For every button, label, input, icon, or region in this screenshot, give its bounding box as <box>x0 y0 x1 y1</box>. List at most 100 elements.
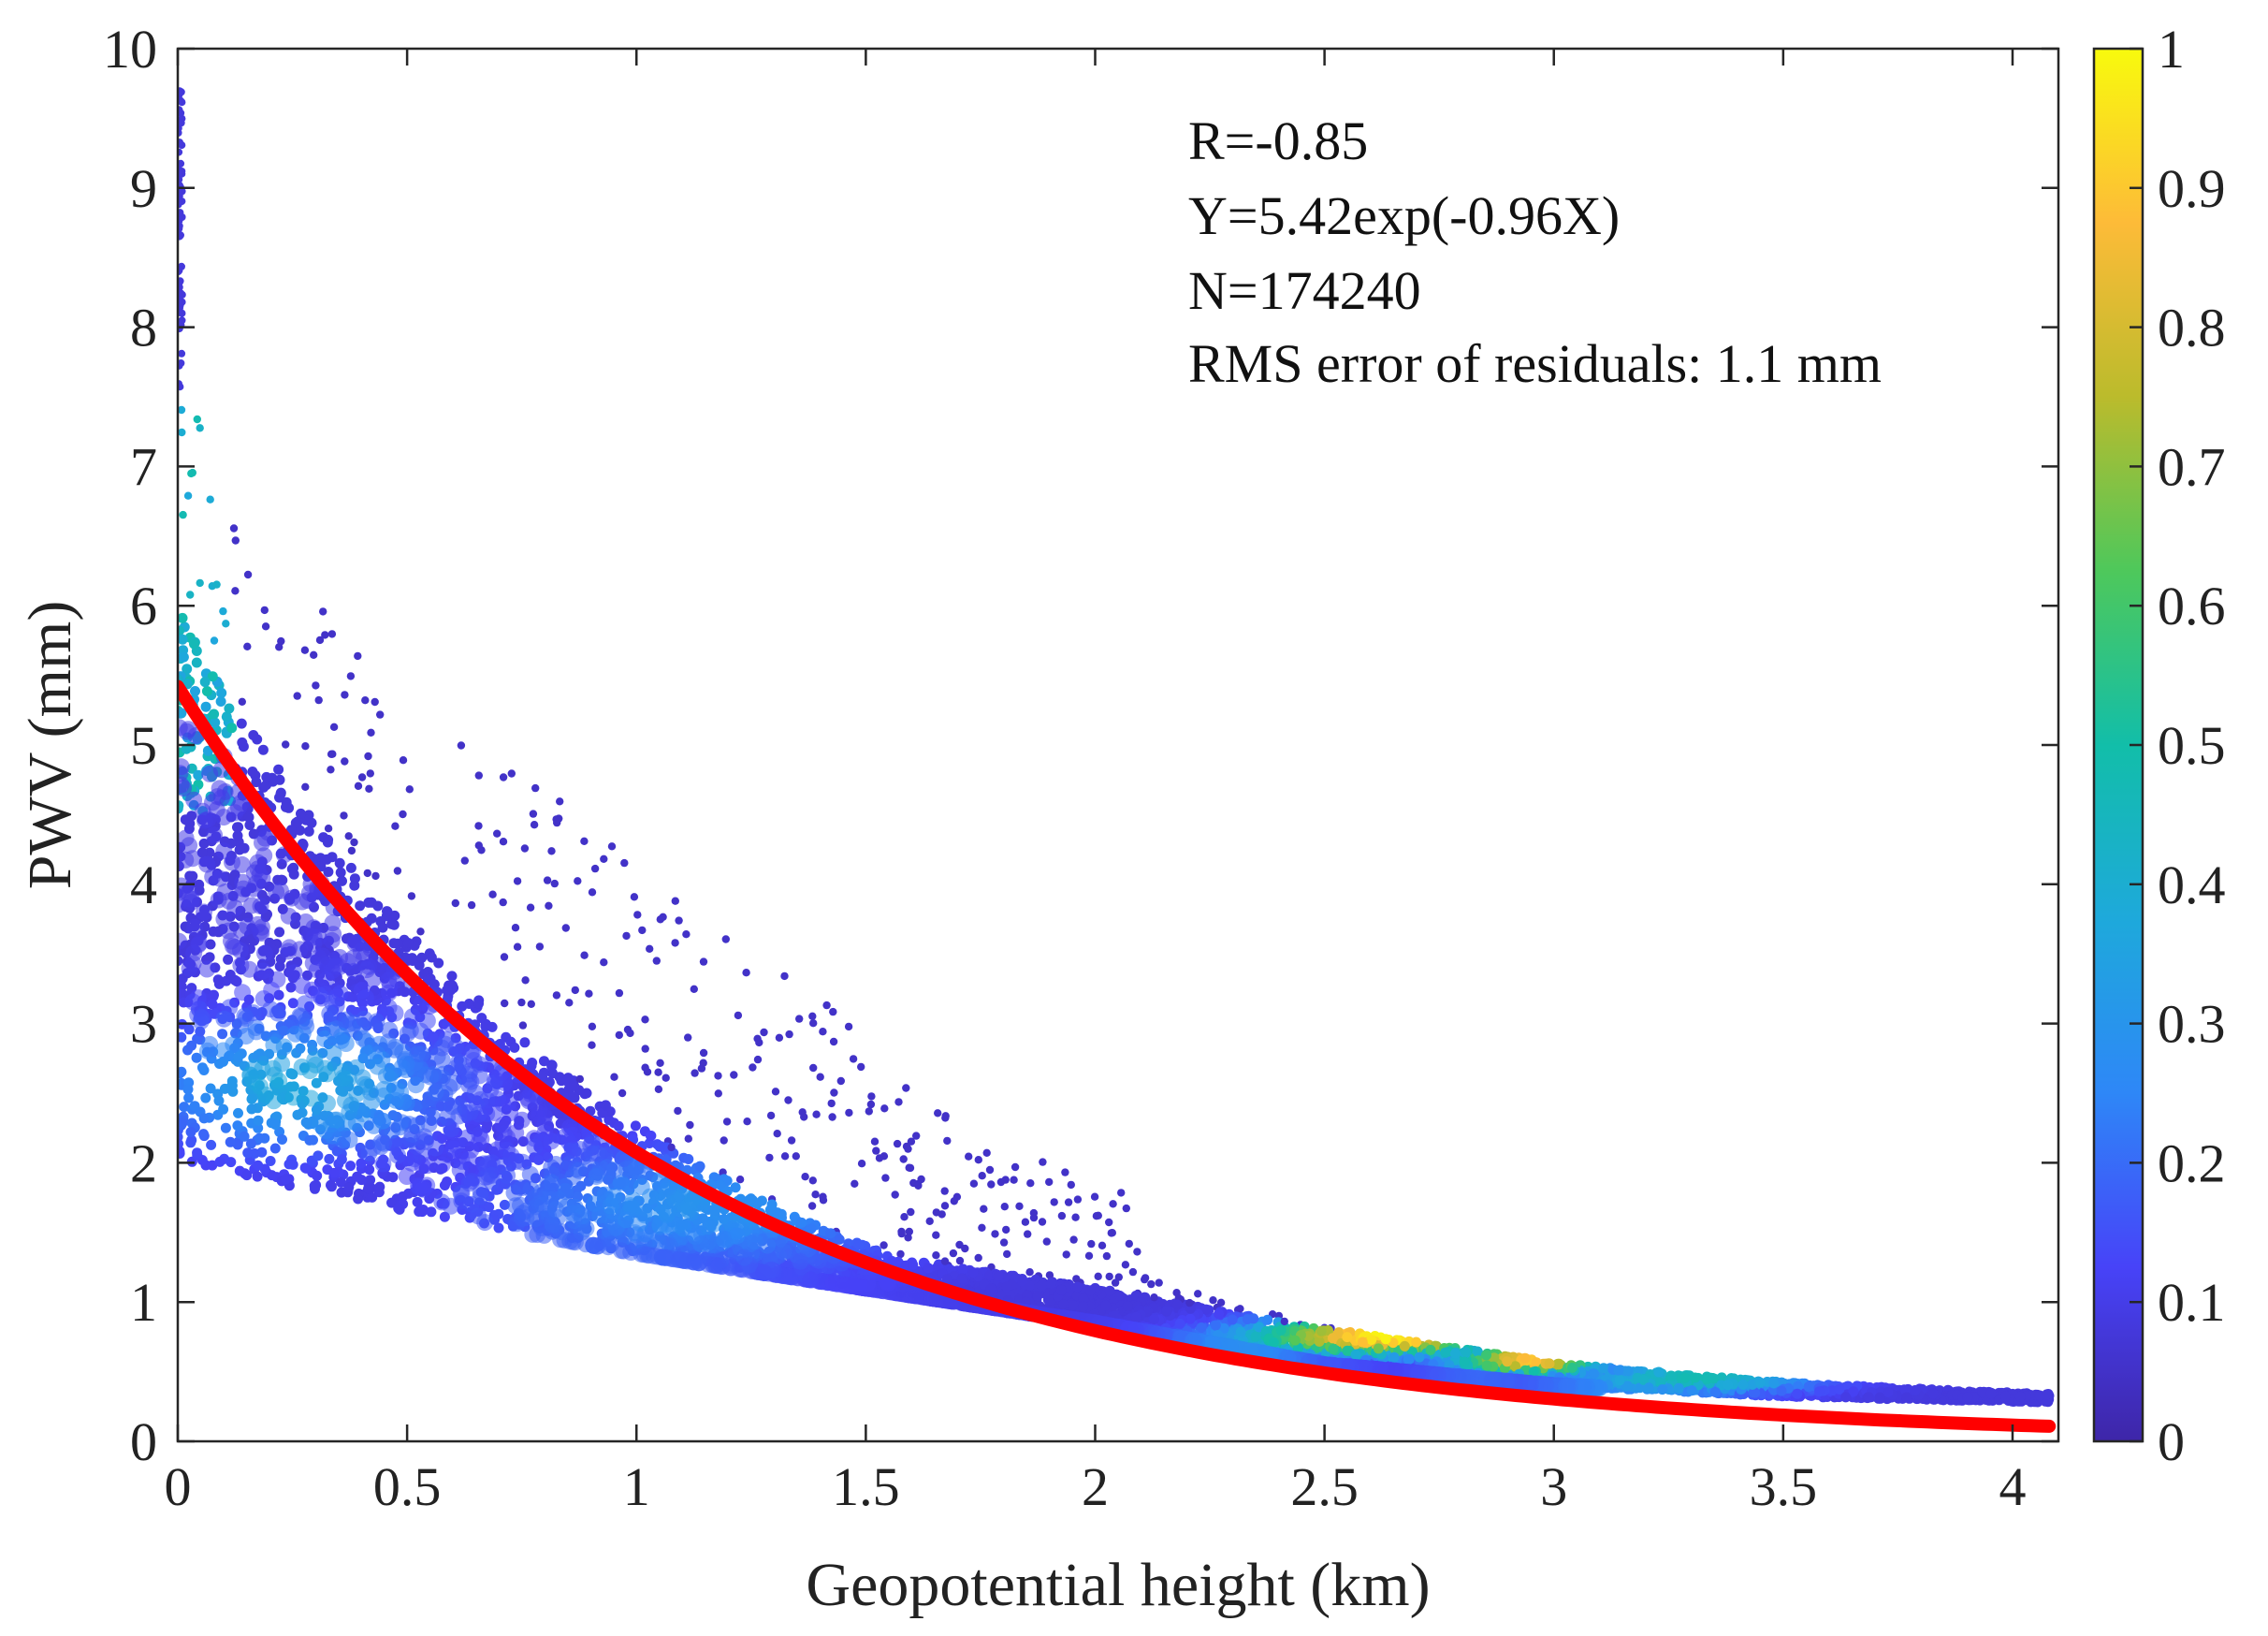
scatter-point <box>980 1205 988 1213</box>
scatter-point <box>796 1217 807 1228</box>
scatter-point <box>1026 1179 1035 1188</box>
scatter-point <box>760 1028 768 1037</box>
scatter-point <box>829 1037 838 1046</box>
scatter-point <box>274 792 284 803</box>
scatter-point <box>1114 1273 1124 1281</box>
scatter-point <box>2014 1391 2026 1402</box>
scatter-point <box>310 650 318 659</box>
scatter-point <box>581 1088 592 1099</box>
scatter-point <box>730 1182 741 1193</box>
scatter-point <box>507 769 516 778</box>
scatter-point <box>969 1179 979 1188</box>
scatter-point <box>1248 1313 1259 1324</box>
scatter-point <box>499 898 507 907</box>
scatter-point <box>266 1170 277 1181</box>
scatter-point <box>178 1138 183 1149</box>
scatter-point <box>314 695 323 705</box>
scatter-point <box>575 1074 584 1084</box>
scatter-point <box>303 825 314 837</box>
scatter-point <box>1105 1272 1113 1281</box>
scatter-point <box>220 1122 231 1133</box>
scatter-point <box>251 777 262 788</box>
scatter-point <box>377 922 388 933</box>
scatter-point <box>809 1019 818 1028</box>
scatter-point <box>550 879 559 888</box>
scatter-point <box>872 1147 880 1155</box>
scatter-point <box>334 857 345 869</box>
scatter-point <box>205 939 216 950</box>
scatter-point <box>231 536 240 545</box>
scatter-point <box>178 1031 187 1043</box>
scatter-point <box>207 671 218 682</box>
scatter-point <box>397 1191 408 1202</box>
scatter-point <box>780 1152 790 1161</box>
scatter-point <box>372 900 384 912</box>
scatter-point <box>1172 1289 1181 1297</box>
scatter-point <box>260 606 269 615</box>
scatter-point <box>730 1071 738 1079</box>
scatter-point <box>811 1190 820 1199</box>
scatter-point <box>388 938 400 949</box>
scatter-point <box>753 1055 763 1064</box>
scatter-point <box>199 677 211 688</box>
scatter-point <box>800 1113 808 1121</box>
scatter-point <box>353 1193 364 1205</box>
scatter-point <box>1147 1279 1156 1289</box>
scatter-point <box>1673 1382 1684 1394</box>
scatter-point <box>932 1208 940 1217</box>
scatter-point <box>1122 1204 1131 1213</box>
scatter-point <box>179 1102 190 1113</box>
scatter-point <box>1519 1352 1531 1364</box>
scatter-point <box>252 1171 263 1182</box>
scatter-point <box>1002 1225 1010 1234</box>
scatter-point <box>329 723 339 731</box>
scatter-point <box>1793 1380 1804 1392</box>
scatter-point <box>1589 1368 1600 1380</box>
scatter-point <box>894 1098 903 1106</box>
scatter-point <box>407 892 416 900</box>
scatter-point <box>499 1199 510 1210</box>
scatter-point <box>552 815 560 824</box>
scatter-point <box>248 828 259 840</box>
scatter-point <box>258 781 269 793</box>
scatter-point <box>686 1120 694 1130</box>
scatter-point <box>207 1160 218 1171</box>
scatter-point <box>1114 1290 1126 1301</box>
scatter-point <box>807 1202 817 1210</box>
scatter-point <box>521 976 530 985</box>
scatter-point <box>1045 1271 1054 1279</box>
scatter-point <box>671 897 679 905</box>
scatter-point <box>350 838 358 847</box>
scatter-point <box>552 991 561 1000</box>
scatter-point <box>336 1154 347 1165</box>
scatter-point <box>1196 1322 1207 1333</box>
scatter-point <box>756 1195 767 1206</box>
scatter-point <box>571 986 579 995</box>
scatter-point <box>771 1088 780 1096</box>
scatter-point <box>656 915 664 924</box>
scatter-point <box>1910 1384 1921 1395</box>
scatter-point <box>513 877 522 885</box>
scatter-point <box>1021 1218 1030 1226</box>
scatter-point <box>208 991 219 1002</box>
scatter-point <box>1092 1212 1101 1220</box>
scatter-point <box>301 782 310 791</box>
scatter-point <box>827 1099 836 1108</box>
scatter-point <box>667 1143 676 1152</box>
scatter-point <box>1069 1235 1078 1244</box>
scatter-point <box>1071 1213 1080 1221</box>
scatter-point <box>1001 1176 1010 1184</box>
scatter-point <box>699 1048 708 1058</box>
scatter-point <box>808 1012 817 1021</box>
scatter-point <box>178 981 187 992</box>
scatter-point <box>341 757 349 766</box>
scatter-point <box>315 635 325 645</box>
scatter-point <box>196 578 204 588</box>
scatter-point <box>349 873 360 884</box>
scatter-point <box>985 1165 995 1175</box>
scatter-point <box>545 901 553 910</box>
scatter-point <box>364 752 372 761</box>
scatter-point <box>399 756 408 765</box>
scatter-point <box>527 1000 535 1009</box>
scatter-point <box>828 1113 836 1121</box>
